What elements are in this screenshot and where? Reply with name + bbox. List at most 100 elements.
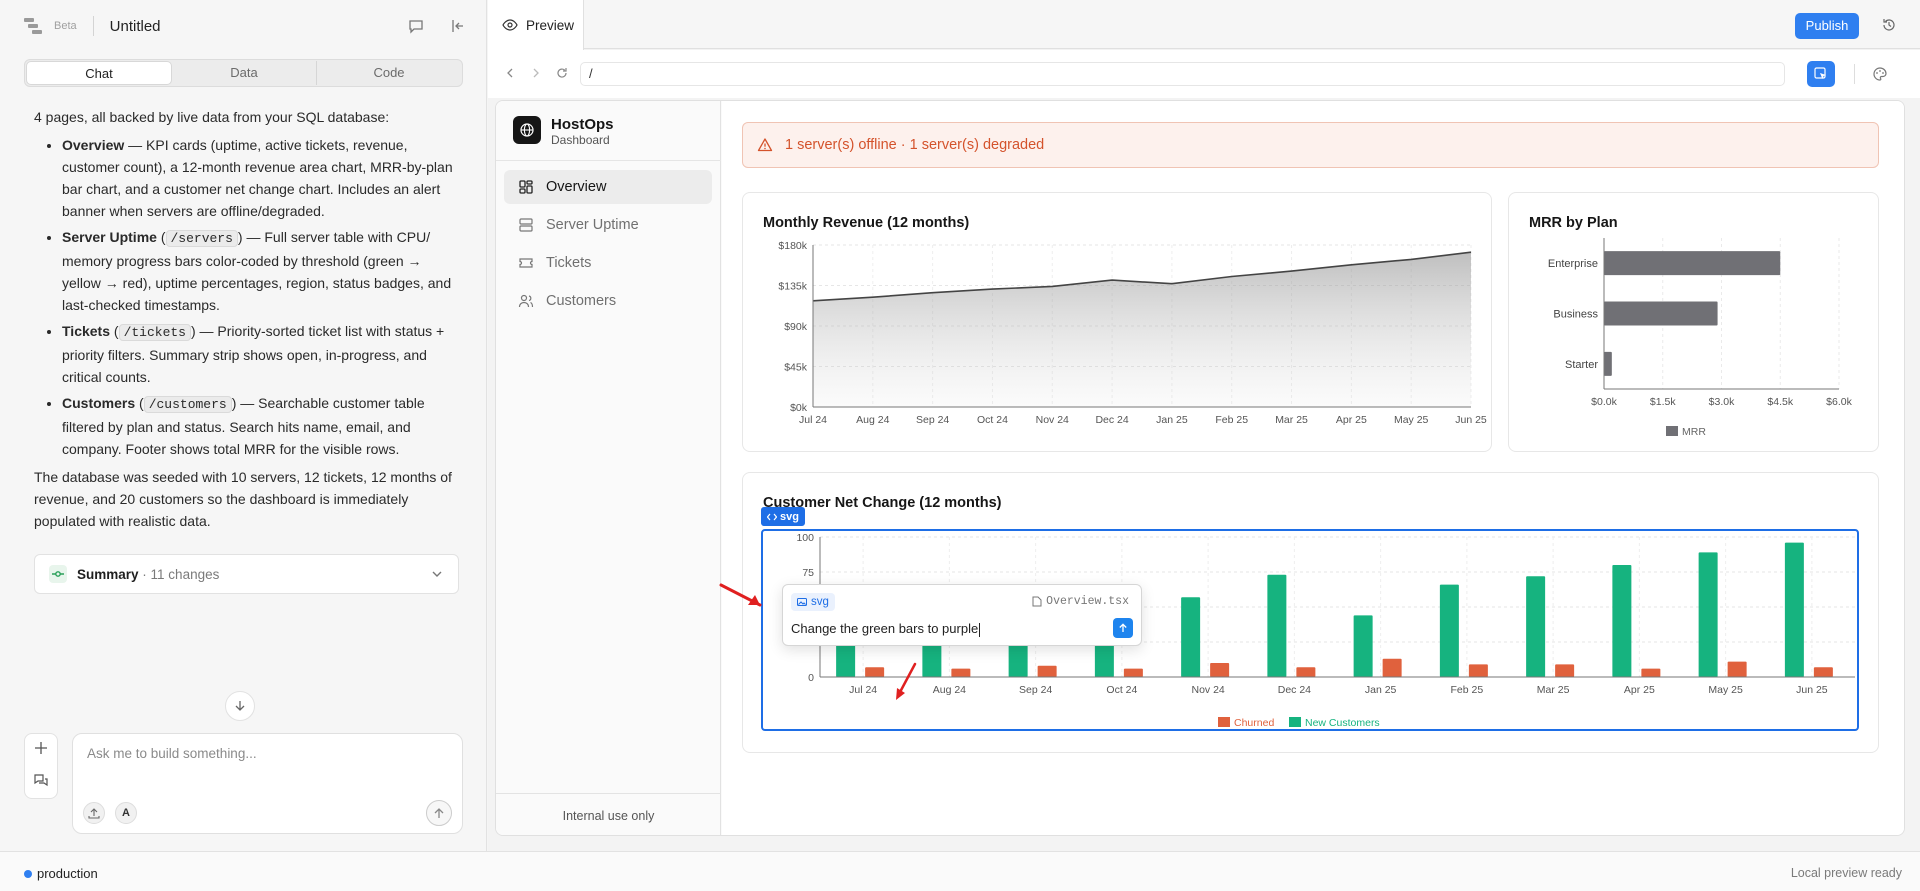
tab-chat[interactable]: Chat: [26, 61, 172, 85]
legend-label: Churned: [1234, 717, 1274, 729]
sidebar-item-label: Server Uptime: [546, 217, 639, 233]
chats-icon[interactable]: [33, 772, 49, 791]
x-tick-label: Aug 24: [933, 684, 966, 696]
url-input[interactable]: /: [580, 62, 1785, 86]
eye-icon: [502, 19, 518, 31]
sidebar-item-tickets[interactable]: Tickets: [504, 246, 712, 280]
item-title: Overview: [62, 137, 125, 153]
collapse-panel-icon[interactable]: [449, 17, 467, 35]
header-divider: [92, 16, 94, 36]
selected-element-outline: [761, 529, 1859, 731]
y-tick-label: 0: [808, 672, 814, 684]
submit-edit-button[interactable]: [1113, 618, 1133, 638]
arrow-up-icon: [434, 808, 444, 818]
sidebar-item-overview[interactable]: Overview: [504, 170, 712, 204]
net-change-card: Customer Net Change (12 months) 02550751…: [742, 472, 1879, 753]
app-logo-icon[interactable]: [24, 18, 42, 34]
bar-new-customers: [1784, 542, 1804, 677]
scroll-down-button[interactable]: [225, 691, 255, 721]
palette-icon[interactable]: [1872, 66, 1888, 85]
list-item: Customers (/customers) — Searchable cust…: [62, 392, 462, 460]
sidebar-item-label: Tickets: [546, 255, 592, 271]
upload-icon[interactable]: [83, 802, 105, 824]
y-tick-label: Business: [1553, 309, 1598, 321]
x-tick-label: Oct 24: [977, 414, 1008, 426]
revenue-card: Monthly Revenue (12 months) $0k $45k $90k $…: [742, 192, 1492, 452]
environment-indicator[interactable]: production: [24, 866, 98, 881]
x-tick-label: Jan 25: [1156, 414, 1188, 426]
y-tick-label: $180k: [778, 240, 807, 252]
x-tick-label: Dec 24: [1095, 414, 1128, 426]
sidebar-item-server-uptime[interactable]: Server Uptime: [504, 208, 712, 242]
forward-icon[interactable]: [530, 66, 542, 82]
edit-prompt-input[interactable]: Change the green bars to purple: [791, 621, 979, 636]
chart-title: Customer Net Change (12 months): [763, 495, 1002, 511]
sidebar-item-customers[interactable]: Customers: [504, 284, 712, 318]
item-text: — KPI cards (uptime, active tickets, rev…: [62, 137, 453, 219]
legend-swatch: [1289, 717, 1301, 727]
bar-churned: [1555, 664, 1575, 677]
list-item: Server Uptime (/servers) — Full server t…: [62, 226, 462, 316]
bar-churned: [951, 668, 971, 677]
x-tick-label: Feb 25: [1451, 684, 1484, 696]
project-title[interactable]: Untitled: [109, 17, 161, 35]
assistant-message: 4 pages, all backed by live data from yo…: [34, 106, 462, 532]
model-icon[interactable]: A: [115, 802, 137, 824]
comment-icon[interactable]: [407, 17, 425, 35]
chevron-down-icon: [430, 567, 444, 584]
revenue-line: [812, 251, 1472, 302]
legend-swatch: [1666, 426, 1678, 436]
image-icon: [797, 598, 807, 606]
item-text: — Searchable customer table filtered by …: [62, 395, 425, 457]
sidebar-item-label: Customers: [546, 293, 617, 309]
item-title: Customers: [62, 395, 136, 411]
sidebar-item-label: Overview: [546, 179, 607, 195]
selected-element-tag: svg: [761, 507, 805, 526]
chat-input[interactable]: Ask me to build something...: [87, 746, 257, 761]
plus-icon[interactable]: [33, 740, 49, 759]
brand: HostOps Dashboard: [496, 101, 721, 161]
x-tick-label: Aug 24: [856, 414, 889, 426]
publish-button[interactable]: Publish: [1795, 13, 1859, 39]
x-tick-label: Jan 25: [1365, 684, 1397, 696]
code-icon: [767, 513, 778, 520]
item-text: — Priority-sorted ticket list with statu…: [62, 323, 445, 385]
commit-icon: [49, 565, 67, 583]
x-tick-label: Apr 25: [1336, 414, 1367, 426]
reload-icon[interactable]: [556, 66, 568, 82]
mrr-chart: $0.0k $1.5k $3.0k $4.5k $6.0k Enterprise Busin…: [1548, 238, 1853, 438]
bar-churned: [1382, 658, 1402, 677]
history-icon[interactable]: [1881, 17, 1897, 36]
summary-changes: · 11 changes: [142, 566, 220, 582]
item-title: Tickets: [62, 323, 110, 339]
back-icon[interactable]: [504, 66, 516, 82]
bar-churned: [865, 667, 885, 677]
inspect-button[interactable]: [1807, 61, 1835, 87]
summary-accordion[interactable]: Summary · 11 changes: [34, 554, 459, 594]
x-tick-label: $3.0k: [1709, 396, 1735, 408]
element-chip: svg: [791, 593, 835, 611]
server-icon: [519, 218, 533, 232]
y-tick-label: $90k: [784, 321, 808, 333]
source-file[interactable]: Overview.tsx: [1032, 595, 1129, 608]
x-tick-label: Sep 24: [1019, 684, 1052, 696]
y-tick-label: $45k: [784, 362, 808, 374]
x-tick-label: Jun 25: [1455, 414, 1487, 426]
bar-churned: [1123, 668, 1143, 677]
revenue-area: [813, 252, 1471, 407]
chat-composer: Ask me to build something... A: [72, 733, 463, 834]
legend-label: MRR: [1682, 426, 1706, 438]
tab-code[interactable]: Code: [373, 65, 405, 80]
users-icon: [518, 294, 534, 308]
tab-preview[interactable]: Preview: [488, 0, 584, 50]
send-button[interactable]: [426, 800, 452, 826]
list-item: Overview — KPI cards (uptime, active tic…: [62, 134, 462, 222]
summary-label: Summary: [77, 566, 139, 582]
bar-new-customers: [1698, 552, 1718, 677]
y-tick-label: $0k: [790, 402, 808, 414]
tab-data[interactable]: Data: [172, 61, 317, 85]
x-tick-label: Nov 24: [1191, 684, 1224, 696]
x-tick-label: Nov 24: [1036, 414, 1069, 426]
x-tick-label: $4.5k: [1767, 396, 1793, 408]
